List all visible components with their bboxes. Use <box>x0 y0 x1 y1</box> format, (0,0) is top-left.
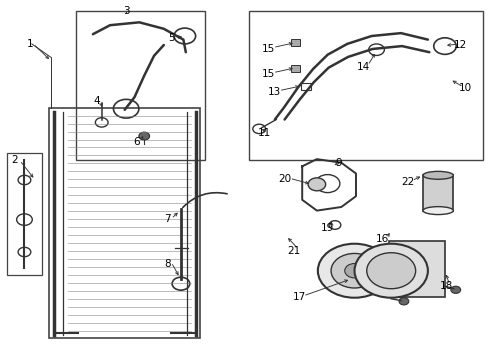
Text: 22: 22 <box>400 177 414 187</box>
Text: 10: 10 <box>458 83 471 93</box>
Circle shape <box>317 244 390 298</box>
Text: 21: 21 <box>286 246 300 256</box>
Text: 3: 3 <box>122 6 129 16</box>
Text: 16: 16 <box>375 234 388 244</box>
FancyArrowPatch shape <box>183 193 226 207</box>
Text: 17: 17 <box>292 292 305 302</box>
Bar <box>76 11 205 160</box>
Text: 1: 1 <box>27 39 34 49</box>
Ellipse shape <box>422 171 452 179</box>
Text: 5: 5 <box>167 33 174 43</box>
Bar <box>249 11 482 160</box>
Bar <box>422 175 452 211</box>
Text: 13: 13 <box>267 87 281 97</box>
Bar <box>49 108 200 338</box>
Text: 19: 19 <box>320 222 334 233</box>
Text: 7: 7 <box>163 214 170 224</box>
Ellipse shape <box>422 207 452 215</box>
Text: 18: 18 <box>438 281 452 291</box>
Circle shape <box>344 264 364 278</box>
Text: 11: 11 <box>257 128 270 138</box>
Text: 4: 4 <box>93 96 100 106</box>
Bar <box>300 83 310 90</box>
Circle shape <box>354 244 427 298</box>
Text: 2: 2 <box>11 155 18 165</box>
Circle shape <box>366 253 415 289</box>
Text: 9: 9 <box>334 158 341 168</box>
Text: 20: 20 <box>278 174 290 184</box>
Text: 12: 12 <box>453 40 467 50</box>
Circle shape <box>307 178 325 191</box>
Circle shape <box>330 253 377 288</box>
Text: 6: 6 <box>133 137 140 147</box>
Circle shape <box>139 132 149 140</box>
Bar <box>388 241 444 297</box>
Circle shape <box>398 298 408 305</box>
Text: 15: 15 <box>261 44 274 54</box>
Bar <box>291 39 300 46</box>
Text: 15: 15 <box>261 69 274 79</box>
Circle shape <box>450 286 460 293</box>
Bar <box>7 153 41 275</box>
Text: 14: 14 <box>356 62 370 72</box>
Text: 8: 8 <box>163 258 170 269</box>
Bar <box>291 65 300 72</box>
